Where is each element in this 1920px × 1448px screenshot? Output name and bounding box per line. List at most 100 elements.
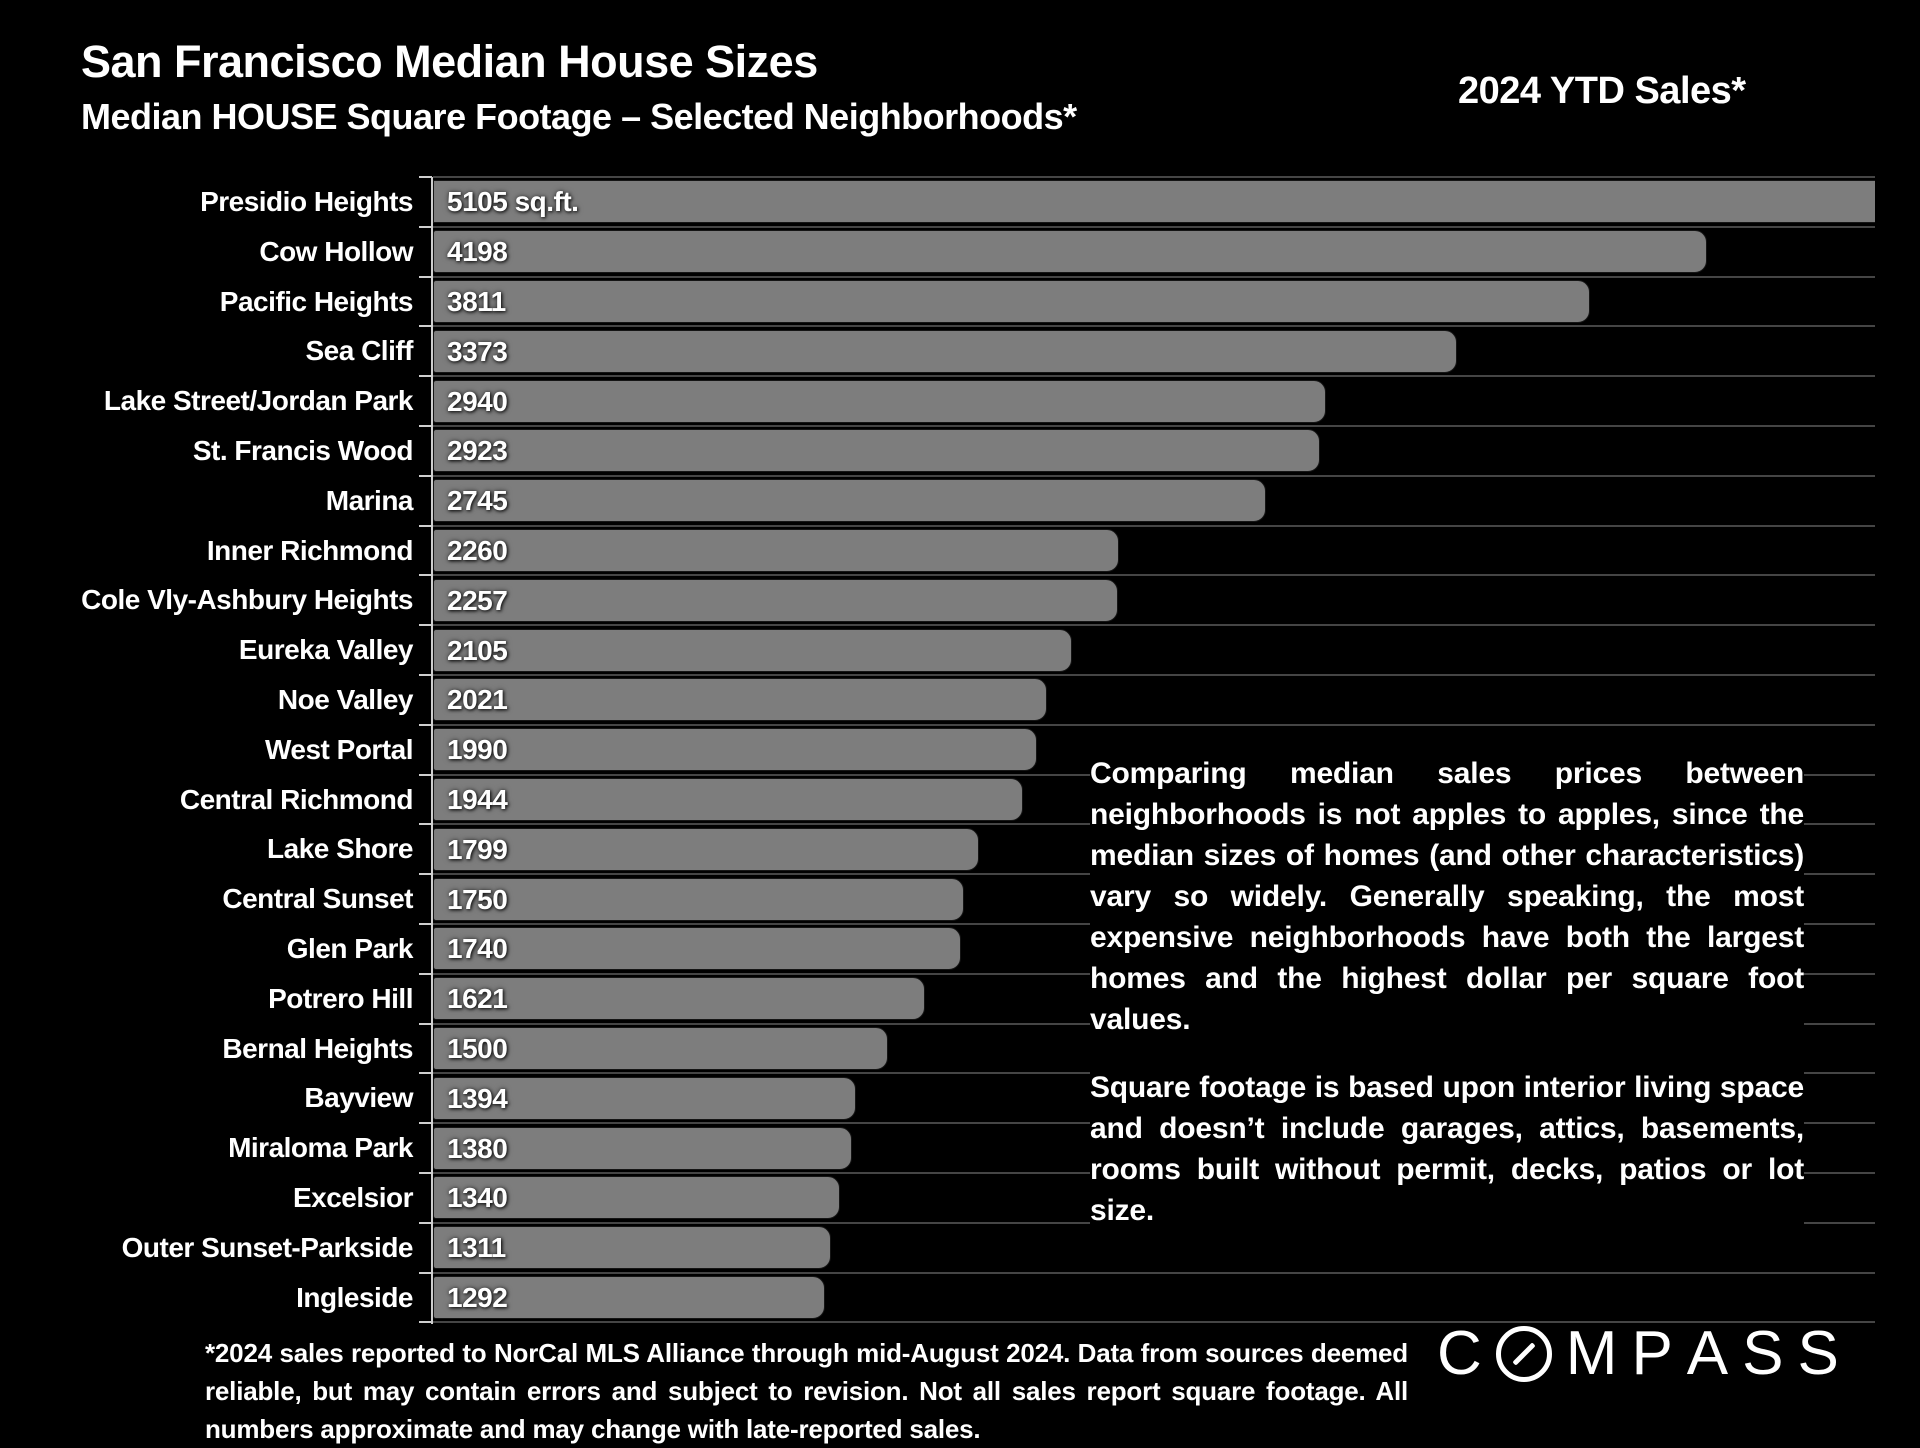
- annotation-paragraph-1: Comparing median sales prices between ne…: [1090, 757, 1804, 1036]
- axis-tick: [419, 624, 432, 626]
- category-label: Sea Cliff: [305, 335, 413, 366]
- page-title: San Francisco Median House Sizes: [81, 36, 818, 87]
- category-label: Cow Hollow: [259, 236, 413, 267]
- gridline: [433, 375, 1875, 377]
- bar: 2923: [433, 429, 1320, 472]
- axis-tick: [419, 176, 432, 178]
- value-label: 1944: [447, 783, 508, 815]
- bar: 2260: [433, 529, 1119, 572]
- gridline: [433, 525, 1875, 527]
- gridline: [433, 624, 1875, 626]
- category-label: Ingleside: [296, 1282, 413, 1313]
- axis-tick: [419, 774, 432, 776]
- axis-tick: [419, 276, 432, 278]
- category-label: Marina: [325, 485, 414, 516]
- bar: 1799: [433, 828, 979, 871]
- bar: 1740: [433, 927, 961, 970]
- category-label: Miraloma Park: [228, 1132, 413, 1163]
- axis-tick: [419, 325, 432, 327]
- gridline: [433, 276, 1875, 278]
- value-label: 1340: [447, 1181, 508, 1213]
- value-label: 1311: [447, 1231, 506, 1263]
- annotation-box: Comparing median sales prices between ne…: [1090, 753, 1804, 1231]
- axis-tick: [419, 823, 432, 825]
- value-label: 1394: [447, 1082, 508, 1114]
- logo-letter: C: [1437, 1319, 1482, 1388]
- gridline: [433, 1272, 1875, 1274]
- axis-tick: [419, 375, 432, 377]
- value-label: 5105 sq.ft.: [447, 185, 579, 217]
- bar: 1380: [433, 1127, 852, 1170]
- value-label: 1740: [447, 932, 508, 964]
- gridline: [433, 325, 1875, 327]
- value-label: 1799: [447, 833, 508, 865]
- axis-tick: [419, 475, 432, 477]
- category-label: Bayview: [304, 1082, 413, 1113]
- axis-tick: [419, 1272, 432, 1274]
- bar: 2745: [433, 479, 1266, 522]
- axis-tick: [419, 973, 432, 975]
- bar: 3811: [433, 280, 1590, 323]
- gridline: [433, 574, 1875, 576]
- value-label: 2257: [447, 584, 508, 616]
- value-label: 1990: [447, 733, 508, 765]
- category-label: Presidio Heights: [200, 186, 413, 217]
- gridline: [433, 226, 1875, 228]
- value-label: 3373: [447, 335, 508, 367]
- value-label: 1621: [447, 982, 508, 1014]
- category-label: Central Sunset: [222, 883, 413, 914]
- bar: 3373: [433, 330, 1457, 373]
- bar: 1990: [433, 728, 1037, 771]
- category-label: Cole Vly-Ashbury Heights: [81, 584, 413, 615]
- logo-letter: S: [1797, 1319, 1839, 1388]
- value-label: 2745: [447, 484, 508, 516]
- bar: 1292: [433, 1276, 825, 1319]
- axis-tick: [419, 724, 432, 726]
- axis-tick: [419, 425, 432, 427]
- category-label: St. Francis Wood: [192, 435, 414, 466]
- bar: 2940: [433, 380, 1326, 423]
- axis-tick: [419, 923, 432, 925]
- value-label: 1292: [447, 1281, 508, 1313]
- bar: 1311: [433, 1226, 831, 1269]
- bar: 1394: [433, 1077, 856, 1120]
- axis-tick: [419, 674, 432, 676]
- category-label: Lake Street/Jordan Park: [103, 385, 414, 416]
- ytd-sales-label: 2024 YTD Sales*: [1458, 70, 1746, 112]
- value-label: 3811: [447, 285, 506, 317]
- gridline: [433, 475, 1875, 477]
- logo-letter: A: [1686, 1319, 1729, 1388]
- value-label: 2105: [447, 634, 508, 666]
- value-label: 2021: [447, 683, 508, 715]
- axis-tick: [419, 1072, 432, 1074]
- category-label: Excelsior: [292, 1182, 414, 1213]
- bar: 4198: [433, 230, 1707, 273]
- category-label: Bernal Heights: [222, 1033, 413, 1064]
- gridline: [433, 674, 1875, 676]
- category-label: Inner Richmond: [206, 535, 414, 566]
- axis-tick: [419, 873, 432, 875]
- value-label: 4198: [447, 235, 508, 267]
- category-label: Eureka Valley: [238, 634, 414, 665]
- axis-tick: [419, 574, 432, 576]
- value-label: 1380: [447, 1132, 508, 1164]
- category-label: Central Richmond: [179, 784, 414, 815]
- bar: 2105: [433, 629, 1072, 672]
- bar: 2257: [433, 579, 1118, 622]
- logo-letter: P: [1631, 1319, 1673, 1388]
- bar: 1621: [433, 977, 925, 1020]
- category-label: Outer Sunset-Parkside: [121, 1232, 414, 1263]
- y-axis-line: [431, 177, 433, 1324]
- gridline: [433, 1321, 1875, 1323]
- bar: 1944: [433, 778, 1023, 821]
- axis-tick: [419, 1321, 432, 1323]
- bar: 1750: [433, 878, 964, 921]
- axis-tick: [419, 1023, 432, 1025]
- axis-tick: [419, 226, 432, 228]
- logo-letter: M: [1565, 1319, 1618, 1388]
- axis-tick: [419, 525, 432, 527]
- bar: 1340: [433, 1176, 840, 1219]
- annotation-paragraph-2: Square footage is based upon interior li…: [1090, 1071, 1804, 1227]
